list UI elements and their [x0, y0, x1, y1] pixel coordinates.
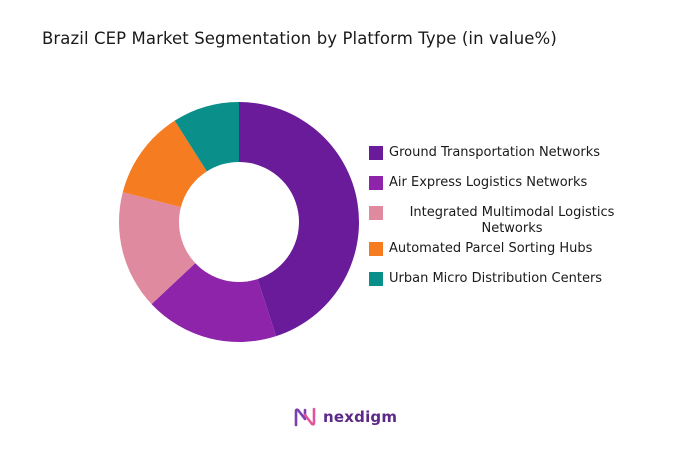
donut-slice-2 [118, 192, 196, 305]
legend-swatch [369, 242, 383, 256]
legend-label: Urban Micro Distribution Centers [389, 271, 603, 286]
legend-item-multimodal: Integrated Multimodal Logistics Networks [369, 205, 669, 237]
legend-swatch [369, 206, 383, 220]
donut-slice-3 [122, 120, 207, 208]
nexdigm-logo-icon [294, 407, 316, 427]
legend-label: Air Express Logistics Networks [389, 175, 588, 190]
brand-name: nexdigm [323, 408, 398, 426]
legend-item-ground: Ground Transportation Networks [369, 145, 669, 161]
donut-slice-4 [174, 102, 239, 172]
legend-swatch [369, 146, 383, 160]
legend-label: Ground Transportation Networks [389, 145, 601, 160]
legend-swatch [369, 176, 383, 190]
donut-slices [118, 102, 360, 342]
donut-slice-0 [239, 102, 360, 337]
chart-title: Brazil CEP Market Segmentation by Platfo… [42, 29, 557, 48]
chart-legend: Ground Transportation Networks Air Expre… [369, 145, 669, 301]
legend-item-air: Air Express Logistics Networks [369, 175, 669, 191]
legend-label: Automated Parcel Sorting Hubs [389, 241, 593, 256]
donut-slice-1 [151, 263, 277, 342]
legend-item-micro: Urban Micro Distribution Centers [369, 271, 669, 287]
legend-label: Integrated Multimodal Logistics Networks [409, 205, 615, 236]
legend-item-sorting: Automated Parcel Sorting Hubs [369, 241, 669, 257]
brand-logo: nexdigm [293, 406, 397, 428]
legend-swatch [369, 272, 383, 286]
